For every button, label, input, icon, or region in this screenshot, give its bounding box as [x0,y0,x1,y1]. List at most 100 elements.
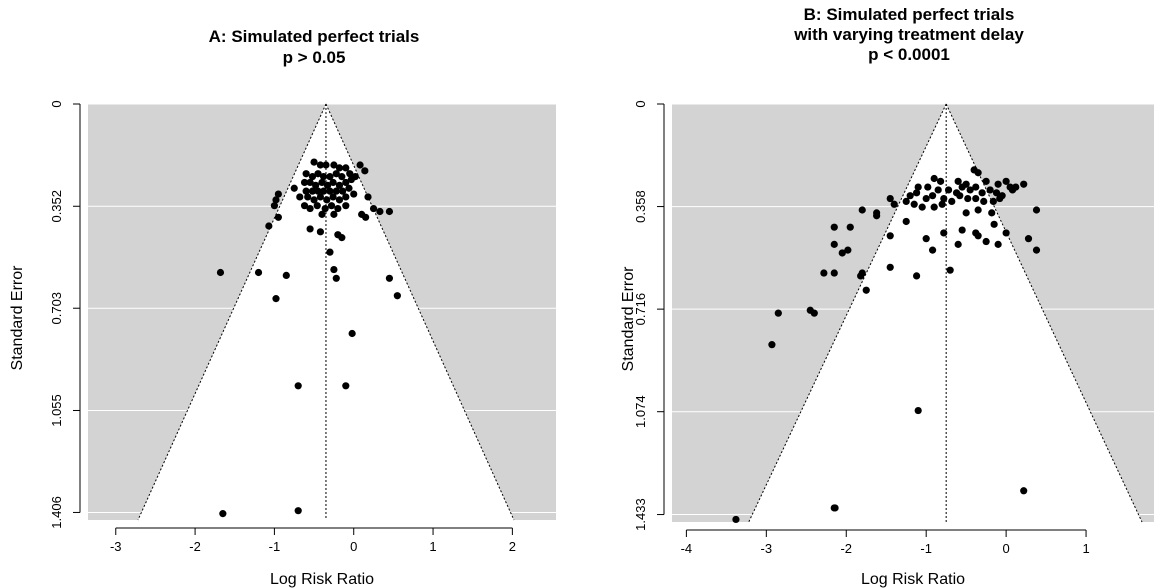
panel-a-data-point [306,204,314,213]
panel-a-data-point [290,184,298,192]
panel-a-data-point [316,193,325,201]
panel-b-data-point [940,194,948,203]
panel-a-data-point [329,193,337,201]
panel-a-data-point [310,196,318,204]
panel-a-data-point [334,204,342,213]
panel-b-funnel-left-edge [748,103,947,523]
panel-a-data-point [304,193,312,201]
panel-b-data-point [954,240,962,248]
panel-b-data-point [910,200,918,208]
panel-b-data-point [994,180,1002,188]
panel-b-data-point [858,206,866,214]
panel-a-data-point [318,178,326,187]
panel-a-data-point [265,222,273,230]
panel-a-data-point [332,187,340,195]
panel-b-data-point [902,197,910,206]
panel-b-y-tick-label: 0.716 [633,293,648,326]
panel-b-data-point [1020,487,1028,495]
panel-b-x-axis-label: Log Risk Ratio [861,571,965,588]
panel-b-data-point [966,186,974,194]
panel-b-title-line: B: Simulated perfect trials [804,5,1015,24]
panel-a-data-point [339,187,347,195]
panel-b-y-tick-label: 0 [633,100,648,107]
panel-b-data-point [838,249,846,257]
panel-a-data-point [319,173,328,181]
panel-b-data-point [1020,180,1028,188]
panel-b-data-point [914,183,922,191]
panel-b-data-point [846,223,854,231]
panel-b-data-point [820,269,828,277]
panel-a-data-point [364,193,372,201]
panel-a-data-point [314,170,322,178]
panel-b-data-point [989,197,997,206]
panel-a-data-point [356,161,364,169]
panel-b-y-tick-label: 1.433 [633,498,648,531]
panel-b-x-tick-label: 1 [1082,541,1089,556]
panel-b-data-point [924,183,932,191]
panel-b-x-tick-label: -1 [920,541,932,556]
panel-a-y-axis-label: Standard Error [9,265,26,371]
panel-a-data-point [216,268,225,277]
panel-b-data-point [886,194,894,203]
panel-a-data-point [272,295,280,303]
panel-a-data-point [345,184,353,192]
panel-a-x-axis-label: Log Risk Ratio [270,571,374,588]
panel-a-x-tick-label: -1 [269,539,281,554]
panel-a-data-point [338,173,346,181]
panel-b-data-point [1032,206,1041,214]
panel-b-data-point [974,169,982,177]
panel-a-y-tick-label: 0.703 [49,292,64,325]
panel-b-data-point [912,189,921,197]
panel-b-title-line: p < 0.0001 [868,45,950,64]
panel-a-data-point [393,292,401,300]
panel-b-data-point [972,194,980,203]
panel-a-data-point [314,187,322,195]
panel-a-title-line: A: Simulated perfect trials [209,27,420,46]
panel-b-data-point [873,209,881,217]
panel-b-x-tick-label: 0 [1003,541,1010,556]
panel-b-x-tick-label: -2 [840,541,852,556]
panel-b-y-tick-label: 1.074 [633,395,648,428]
panel-b-data-point [934,186,942,194]
panel-b-data-point [918,203,926,211]
panel-a-data-point [302,170,310,178]
panel-b-funnel-region [748,104,1143,522]
panel-b-data-point [902,217,910,226]
panel-b-data-point [992,189,1001,197]
panel-a-x-tick-label: -2 [189,539,201,554]
panel-b-data-point [810,309,818,317]
panel-a-data-point [376,207,384,216]
panel-b-title-line: with varying treatment delay [793,25,1024,44]
panel-a-x-tick-label: 2 [509,539,516,554]
panel-a-data-point [335,196,344,204]
panel-a-y-tick-label: 1.406 [49,496,64,529]
panel-a-data-point [316,161,325,169]
panel-a-funnel-left-edge [137,103,327,521]
panel-b-data-point [1002,229,1010,237]
panel-a-data-point [312,181,320,189]
panel-a-y-tick-label: 0 [49,100,64,107]
panel-a-data-point [326,187,334,195]
panel-b-data-point [1032,246,1041,254]
panel-a-data-point [342,164,350,172]
panel-a-data-point [296,193,304,201]
panel-b-data-point [962,209,970,217]
panel-b-data-point [964,194,972,203]
panel-a-data-point [342,193,350,201]
panel-a-data-point [274,213,282,221]
panel-a-data-point [274,190,282,198]
panel-b-data-point [988,209,996,217]
panel-a-data-point [385,207,394,216]
panel-a-data-point [322,161,330,169]
panel-b-data-point [994,240,1002,248]
panel-a-data-point [321,204,329,213]
panel-a-data-point [335,164,344,172]
panel-a-data-point [302,187,310,195]
panel-a-data-point [306,178,314,187]
panel-b-data-point [1002,177,1010,185]
panel-b-data-point [956,192,964,200]
panel-a-data-point [294,507,302,515]
panel-a-data-point [254,268,263,277]
panel-a-data-point [306,225,314,233]
panel-b-data-point [938,200,946,208]
